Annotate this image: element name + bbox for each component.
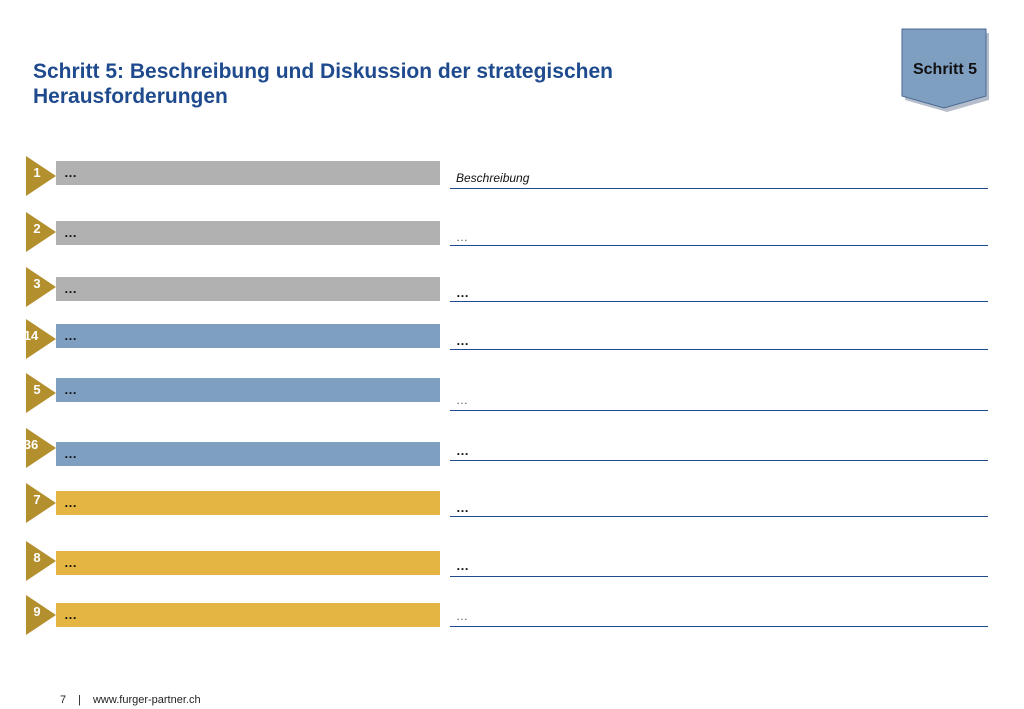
row-marker: 14: [22, 319, 56, 359]
row-number: 14: [23, 328, 39, 343]
row-marker: 8: [22, 541, 56, 581]
challenge-row-6: 36 … …: [0, 428, 1024, 468]
row-marker: 2: [22, 212, 56, 252]
footer-separator: |: [78, 694, 81, 706]
challenge-bar[interactable]: …: [56, 491, 440, 515]
description-field[interactable]: …: [450, 595, 988, 627]
description-text: …: [456, 558, 469, 573]
description-text: …: [456, 443, 469, 458]
challenge-bar-text: …: [64, 165, 77, 180]
description-text: …: [456, 609, 468, 623]
challenge-bar[interactable]: …: [56, 277, 440, 301]
challenge-bar-text: …: [64, 225, 77, 240]
challenge-bar[interactable]: …: [56, 442, 440, 466]
challenge-bar[interactable]: …: [56, 378, 440, 402]
description-field[interactable]: …: [450, 483, 988, 517]
challenge-bar-text: …: [64, 446, 77, 461]
description-text: …: [456, 230, 468, 244]
challenge-bar-text: …: [64, 281, 77, 296]
challenge-bar[interactable]: …: [56, 551, 440, 575]
challenge-bar[interactable]: …: [56, 161, 440, 185]
description-field[interactable]: …: [450, 212, 988, 246]
row-number: 2: [33, 221, 41, 236]
description-text: Beschreibung: [456, 171, 530, 185]
description-field[interactable]: …: [450, 319, 988, 350]
footer-url[interactable]: www.furger-partner.ch: [92, 694, 201, 706]
challenge-row-7: 7 … …: [0, 483, 1024, 523]
challenge-bar[interactable]: …: [56, 324, 440, 348]
description-field[interactable]: Beschreibung: [450, 156, 988, 189]
row-number: 3: [33, 276, 41, 291]
description-field[interactable]: …: [450, 428, 988, 461]
row-marker: 5: [22, 373, 56, 413]
row-number: 36: [23, 437, 39, 452]
footer: 7 | www.furger-partner.ch: [60, 694, 201, 706]
description-text: …: [456, 285, 469, 300]
row-number: 1: [33, 165, 41, 180]
description-text: …: [456, 500, 469, 515]
row-marker: 7: [22, 483, 56, 523]
step-badge-label: Schritt 5: [912, 61, 977, 78]
row-number: 9: [33, 604, 41, 619]
row-marker: 1: [22, 156, 56, 196]
row-marker: 3: [22, 267, 56, 307]
page-title-line-1: Schritt 5: Beschreibung und Diskussion d…: [33, 60, 613, 83]
description-text: …: [456, 333, 469, 348]
challenge-bar-text: …: [64, 555, 77, 570]
challenge-row-9: 9 … …: [0, 595, 1024, 635]
challenge-bar-text: …: [64, 328, 77, 343]
page-title: Schritt 5: Beschreibung und Diskussion d…: [33, 59, 833, 109]
challenge-row-5: 5 … …: [0, 373, 1024, 413]
challenge-row-2: 2 … …: [0, 212, 1024, 252]
challenge-bar-text: …: [64, 495, 77, 510]
row-number: 8: [33, 550, 41, 565]
row-marker: 9: [22, 595, 56, 635]
row-marker: 36: [22, 428, 56, 468]
challenge-row-4: 14 … …: [0, 319, 1024, 359]
challenge-bar-text: …: [64, 607, 77, 622]
description-field[interactable]: …: [450, 267, 988, 302]
challenge-bar[interactable]: …: [56, 221, 440, 245]
row-number: 5: [33, 382, 41, 397]
page-title-line-2: Herausforderungen: [33, 85, 228, 108]
challenge-row-8: 8 … …: [0, 541, 1024, 581]
challenge-bar-text: …: [64, 382, 77, 397]
step-badge: Schritt 5: [900, 28, 990, 112]
description-field[interactable]: …: [450, 541, 988, 577]
page-number: 7: [60, 694, 67, 706]
challenge-row-3: 3 … …: [0, 267, 1024, 307]
challenge-bar[interactable]: …: [56, 603, 440, 627]
description-field[interactable]: …: [450, 373, 988, 411]
description-text: …: [456, 393, 468, 407]
step-badge-shape: [901, 28, 989, 112]
row-number: 7: [33, 492, 41, 507]
challenge-row-1: 1 … Beschreibung: [0, 156, 1024, 196]
